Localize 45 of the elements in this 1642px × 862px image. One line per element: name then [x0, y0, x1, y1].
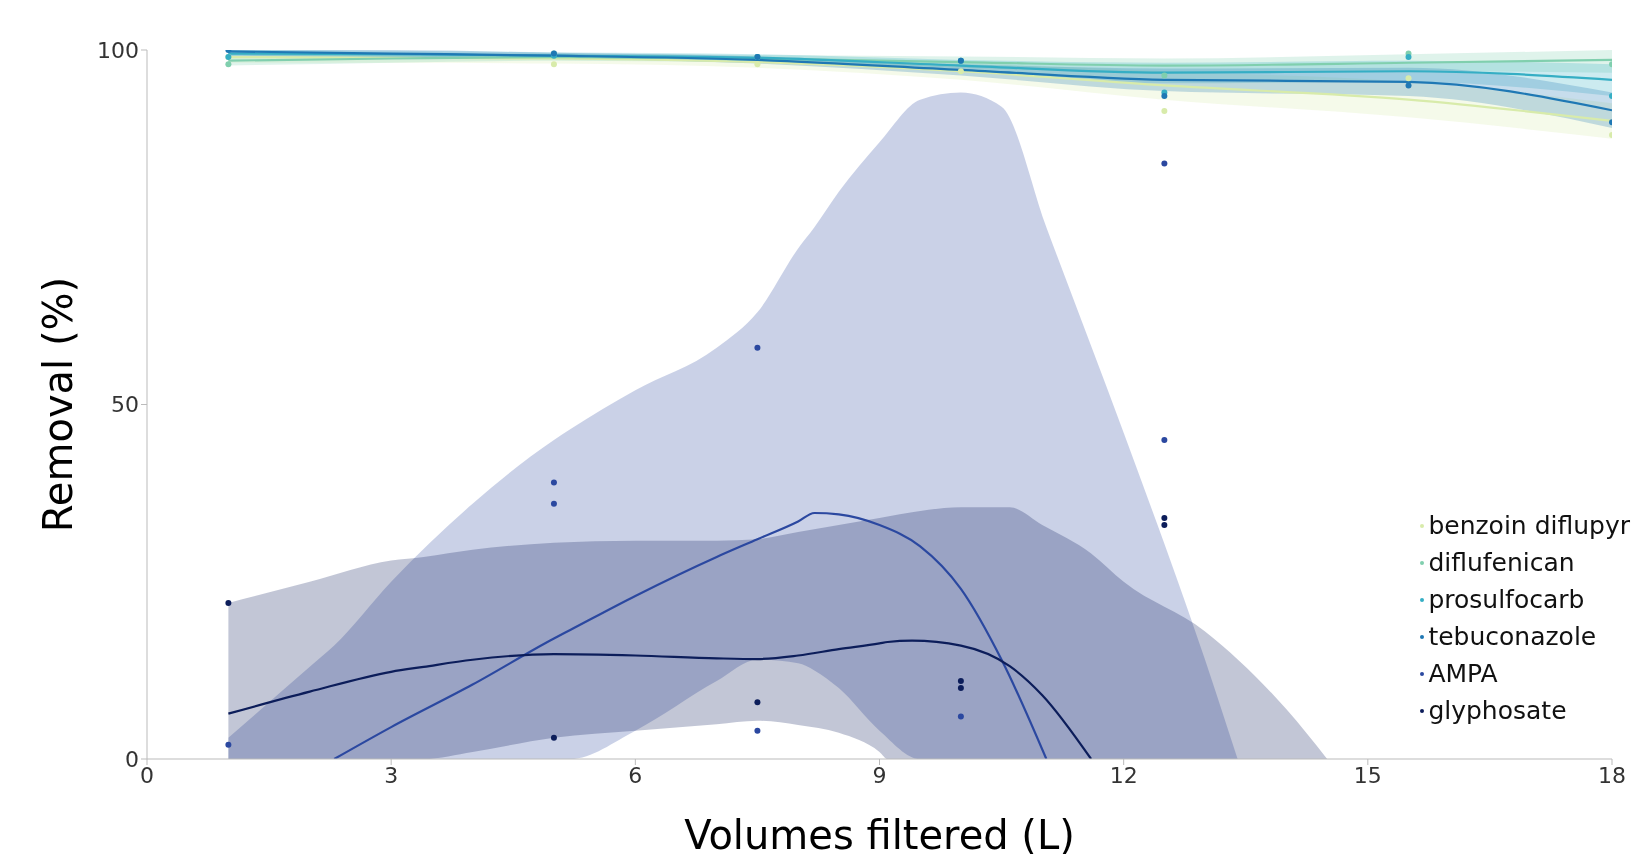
y-axis-title: Removal (%) — [35, 276, 82, 533]
point — [1405, 75, 1412, 82]
x-tick-label: 6 — [628, 762, 643, 788]
point — [1405, 54, 1412, 61]
point — [225, 741, 232, 748]
point — [1161, 93, 1168, 100]
point — [550, 734, 557, 741]
y-tick-label: 0 — [125, 746, 139, 772]
point — [1161, 522, 1168, 529]
point — [754, 699, 761, 706]
point — [754, 727, 761, 734]
legend-label: benzoin diflupyr — [1428, 510, 1630, 542]
point — [1161, 107, 1168, 114]
point — [754, 344, 761, 351]
x-axis-title: Volumes filtered (L) — [684, 812, 1075, 858]
x-tick-label: 12 — [1109, 762, 1138, 788]
legend-label: AMPA — [1428, 658, 1498, 690]
point — [1161, 436, 1168, 443]
legend-label: glyphosate — [1428, 695, 1567, 727]
point — [1161, 72, 1168, 79]
line-series — [227, 50, 1612, 112]
y-tick-label: 50 — [111, 392, 139, 418]
point — [550, 61, 557, 68]
y-tick-label: 100 — [97, 37, 139, 63]
point — [957, 685, 964, 692]
line-series — [227, 639, 1093, 759]
x-tick-label: 3 — [384, 762, 399, 788]
point — [754, 61, 761, 68]
x-tick-label: 9 — [872, 762, 887, 788]
point — [225, 600, 232, 607]
legend-label: diflufenican — [1428, 547, 1575, 579]
legend-label: tebuconazole — [1428, 621, 1597, 653]
point — [1161, 160, 1168, 167]
point — [957, 68, 964, 75]
legend-label: prosulfocarb — [1428, 584, 1585, 616]
line-series — [333, 511, 1048, 759]
point — [225, 61, 232, 68]
x-tick-label: 18 — [1598, 762, 1626, 788]
point — [550, 500, 557, 507]
x-tick-label: 15 — [1353, 762, 1382, 788]
point — [957, 678, 964, 685]
point — [550, 479, 557, 486]
point — [1405, 82, 1412, 89]
point — [957, 713, 964, 720]
point — [1161, 514, 1168, 521]
